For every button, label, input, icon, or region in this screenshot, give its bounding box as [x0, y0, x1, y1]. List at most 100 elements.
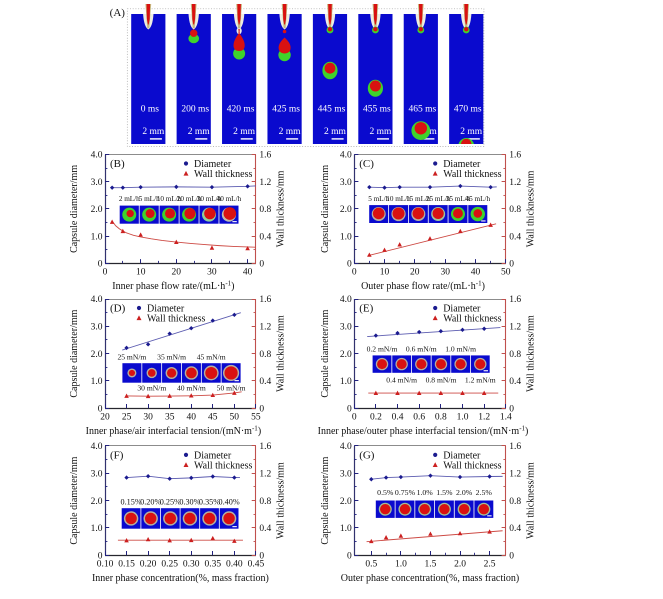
svg-text:1.6: 1.6 — [509, 295, 521, 305]
svg-text:0.6: 0.6 — [413, 413, 425, 423]
svg-text:0.45: 0.45 — [248, 560, 265, 570]
svg-text:Capsule diameter/mm: Capsule diameter/mm — [320, 309, 331, 397]
svg-text:4.0: 4.0 — [91, 295, 103, 305]
svg-text:1.5%: 1.5% — [436, 488, 453, 497]
svg-text:Diameter: Diameter — [443, 450, 481, 461]
svg-text:0: 0 — [347, 404, 352, 414]
svg-text:40 mN/m: 40 mN/m — [177, 383, 206, 392]
svg-text:30: 30 — [143, 413, 153, 423]
svg-text:4.0: 4.0 — [340, 151, 352, 161]
svg-text:Wall thickness: Wall thickness — [443, 460, 501, 471]
svg-text:(E): (E) — [359, 303, 373, 315]
svg-text:0.8: 0.8 — [259, 497, 271, 507]
svg-text:0.25%: 0.25% — [160, 498, 181, 507]
svg-text:1.0 mN/m: 1.0 mN/m — [445, 345, 476, 354]
svg-text:3.0: 3.0 — [91, 323, 103, 333]
svg-text:40: 40 — [243, 268, 253, 278]
svg-text:30 mN/m: 30 mN/m — [137, 383, 166, 392]
svg-text:20: 20 — [172, 268, 182, 278]
svg-text:Inner phase concentration(%, m: Inner phase concentration(%, mass fracti… — [92, 573, 269, 584]
svg-text:0.10: 0.10 — [97, 560, 114, 570]
svg-text:0.40: 0.40 — [226, 560, 243, 570]
svg-text:1.2: 1.2 — [478, 413, 490, 423]
svg-text:Outer phase flow rate/(mL·h-1): Outer phase flow rate/(mL·h-1) — [361, 280, 485, 293]
svg-text:2 mm: 2 mm — [460, 127, 483, 137]
svg-text:0.4: 0.4 — [259, 232, 271, 242]
svg-text:0: 0 — [509, 551, 514, 561]
svg-text:0.30: 0.30 — [183, 560, 200, 570]
svg-text:0: 0 — [103, 268, 108, 278]
svg-text:(B): (B) — [110, 158, 125, 170]
svg-text:2 mm: 2 mm — [188, 127, 211, 137]
svg-text:1.0: 1.0 — [91, 377, 103, 387]
svg-text:Outer phase concentration(%, m: Outer phase concentration(%, mass fracti… — [341, 573, 520, 584]
svg-text:0.5: 0.5 — [365, 560, 377, 570]
svg-text:2 mm: 2 mm — [142, 127, 165, 137]
svg-text:(A): (A) — [110, 7, 126, 19]
svg-text:2.0: 2.0 — [340, 205, 352, 215]
svg-text:200 ms: 200 ms — [181, 105, 209, 115]
svg-text:Inner phase/outer phase interf: Inner phase/outer phase interfacial tens… — [318, 425, 529, 438]
svg-text:0.4: 0.4 — [259, 377, 271, 387]
svg-text:0.8: 0.8 — [509, 497, 521, 507]
svg-text:2.0%: 2.0% — [456, 488, 473, 497]
svg-text:2 mm: 2 mm — [369, 127, 392, 137]
svg-text:Wall thickness: Wall thickness — [194, 169, 252, 180]
svg-text:3.0: 3.0 — [340, 323, 352, 333]
svg-text:0.35: 0.35 — [204, 560, 221, 570]
svg-text:0: 0 — [352, 268, 357, 278]
svg-text:45 mN/m: 45 mN/m — [197, 352, 226, 361]
svg-text:0.5%: 0.5% — [377, 488, 394, 497]
svg-text:2.5%: 2.5% — [476, 488, 493, 497]
svg-text:3.0: 3.0 — [91, 469, 103, 479]
svg-text:0: 0 — [98, 404, 103, 414]
svg-text:1.0: 1.0 — [91, 524, 103, 534]
svg-text:2.0: 2.0 — [91, 497, 103, 507]
svg-text:0: 0 — [259, 260, 264, 270]
svg-text:3.0: 3.0 — [91, 178, 103, 188]
svg-text:Diameter: Diameter — [194, 159, 232, 170]
svg-text:Wall thickness: Wall thickness — [194, 460, 252, 471]
svg-text:0.4: 0.4 — [509, 524, 521, 534]
svg-text:50: 50 — [501, 268, 511, 278]
svg-text:0.8: 0.8 — [509, 205, 521, 215]
svg-text:Diameter: Diameter — [194, 450, 232, 461]
svg-text:465 ms: 465 ms — [408, 105, 436, 115]
svg-text:1.2: 1.2 — [509, 323, 521, 333]
svg-text:4.0: 4.0 — [340, 295, 352, 305]
svg-text:40 mL/h: 40 mL/h — [217, 195, 242, 203]
svg-text:2.5: 2.5 — [484, 560, 496, 570]
svg-text:1.0: 1.0 — [340, 377, 352, 387]
svg-text:(F): (F) — [110, 449, 124, 461]
svg-text:Capsule diameter/mm: Capsule diameter/mm — [69, 456, 80, 544]
svg-text:Wall thickness/mm: Wall thickness/mm — [276, 170, 287, 247]
svg-text:1.6: 1.6 — [509, 151, 521, 161]
svg-text:0.4 mN/m: 0.4 mN/m — [386, 376, 417, 385]
svg-text:55: 55 — [251, 413, 261, 423]
svg-text:1.0%: 1.0% — [417, 488, 434, 497]
svg-text:445 ms: 445 ms — [318, 105, 346, 115]
svg-text:45 mL/h: 45 mL/h — [466, 195, 491, 203]
svg-text:0.4: 0.4 — [509, 377, 521, 387]
svg-text:1.0: 1.0 — [457, 413, 469, 423]
svg-text:1.0: 1.0 — [395, 560, 407, 570]
svg-text:Capsule diameter/mm: Capsule diameter/mm — [69, 165, 80, 253]
svg-text:0.35%: 0.35% — [199, 498, 220, 507]
svg-text:0: 0 — [509, 260, 514, 270]
svg-text:30 mL/h: 30 mL/h — [197, 195, 222, 203]
svg-text:4.0: 4.0 — [91, 151, 103, 161]
svg-text:2 mm: 2 mm — [233, 127, 256, 137]
svg-text:4.0: 4.0 — [91, 442, 103, 452]
svg-text:1.6: 1.6 — [259, 151, 271, 161]
svg-text:425 ms: 425 ms — [272, 105, 300, 115]
svg-text:10 mL/h: 10 mL/h — [386, 195, 411, 203]
svg-text:2.0: 2.0 — [340, 497, 352, 507]
svg-text:30: 30 — [440, 268, 450, 278]
svg-text:(D): (D) — [110, 303, 126, 315]
svg-text:1.2: 1.2 — [259, 178, 271, 188]
svg-text:Diameter: Diameter — [147, 303, 185, 314]
svg-text:25: 25 — [122, 413, 132, 423]
svg-text:0.2: 0.2 — [370, 413, 382, 423]
svg-text:0.2 mN/m: 0.2 mN/m — [367, 345, 398, 354]
svg-text:0 ms: 0 ms — [141, 105, 160, 115]
